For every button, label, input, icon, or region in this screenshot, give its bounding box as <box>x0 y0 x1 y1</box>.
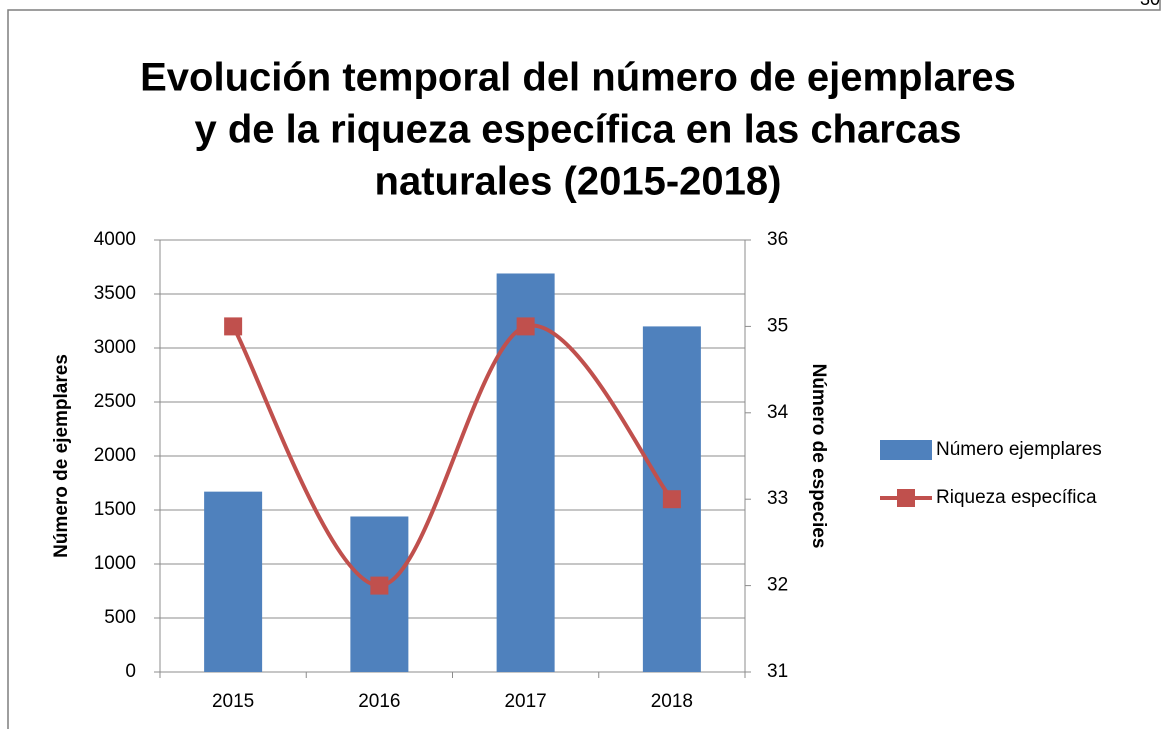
y2-tick-label: 34 <box>767 402 789 423</box>
marker <box>516 317 535 336</box>
chart-title: Evolución temporal del número de ejempla… <box>140 56 1016 100</box>
x-tick-label: 2017 <box>504 691 546 712</box>
legend-swatch <box>897 489 915 507</box>
y-tick-label: 3500 <box>94 283 136 304</box>
y2-axis-label: Número de especies <box>808 364 829 549</box>
legend-label: Riqueza específica <box>936 487 1097 508</box>
marker <box>370 576 389 595</box>
y-tick-label: 4000 <box>94 229 136 250</box>
line <box>231 323 674 588</box>
y-axis-label: Número de ejemplares <box>51 354 72 558</box>
y-tick-label: 2000 <box>94 445 136 466</box>
y2-tick-label: 33 <box>767 488 788 509</box>
chart-border <box>7 0 1161 729</box>
x-tick-label: 2016 <box>358 691 400 712</box>
marker <box>224 317 243 336</box>
legend-label: Número ejemplares <box>936 439 1102 460</box>
x-tick-label: 2018 <box>651 691 693 712</box>
chart-title: y de la riqueza específica en las charca… <box>194 108 961 152</box>
y2-tick-label: 32 <box>767 575 788 596</box>
y-tick-label: 1000 <box>94 553 136 574</box>
y2-tick-label: 31 <box>767 661 788 682</box>
marker <box>662 490 681 509</box>
y-tick-label: 1500 <box>94 499 136 520</box>
y2-tick-label: 35 <box>767 315 788 336</box>
page-number: 30 <box>1140 0 1160 9</box>
bar <box>496 273 555 672</box>
y-tick-label: 0 <box>125 661 136 682</box>
y-tick-label: 3000 <box>94 337 136 358</box>
chart-title: naturales (2015-2018) <box>375 160 782 204</box>
y2-tick-label: 36 <box>767 229 788 250</box>
legend-swatch <box>880 440 932 460</box>
x-tick-label: 2015 <box>212 691 254 712</box>
bar <box>204 491 263 672</box>
y-tick-label: 500 <box>104 607 136 628</box>
y-tick-label: 2500 <box>94 391 136 412</box>
